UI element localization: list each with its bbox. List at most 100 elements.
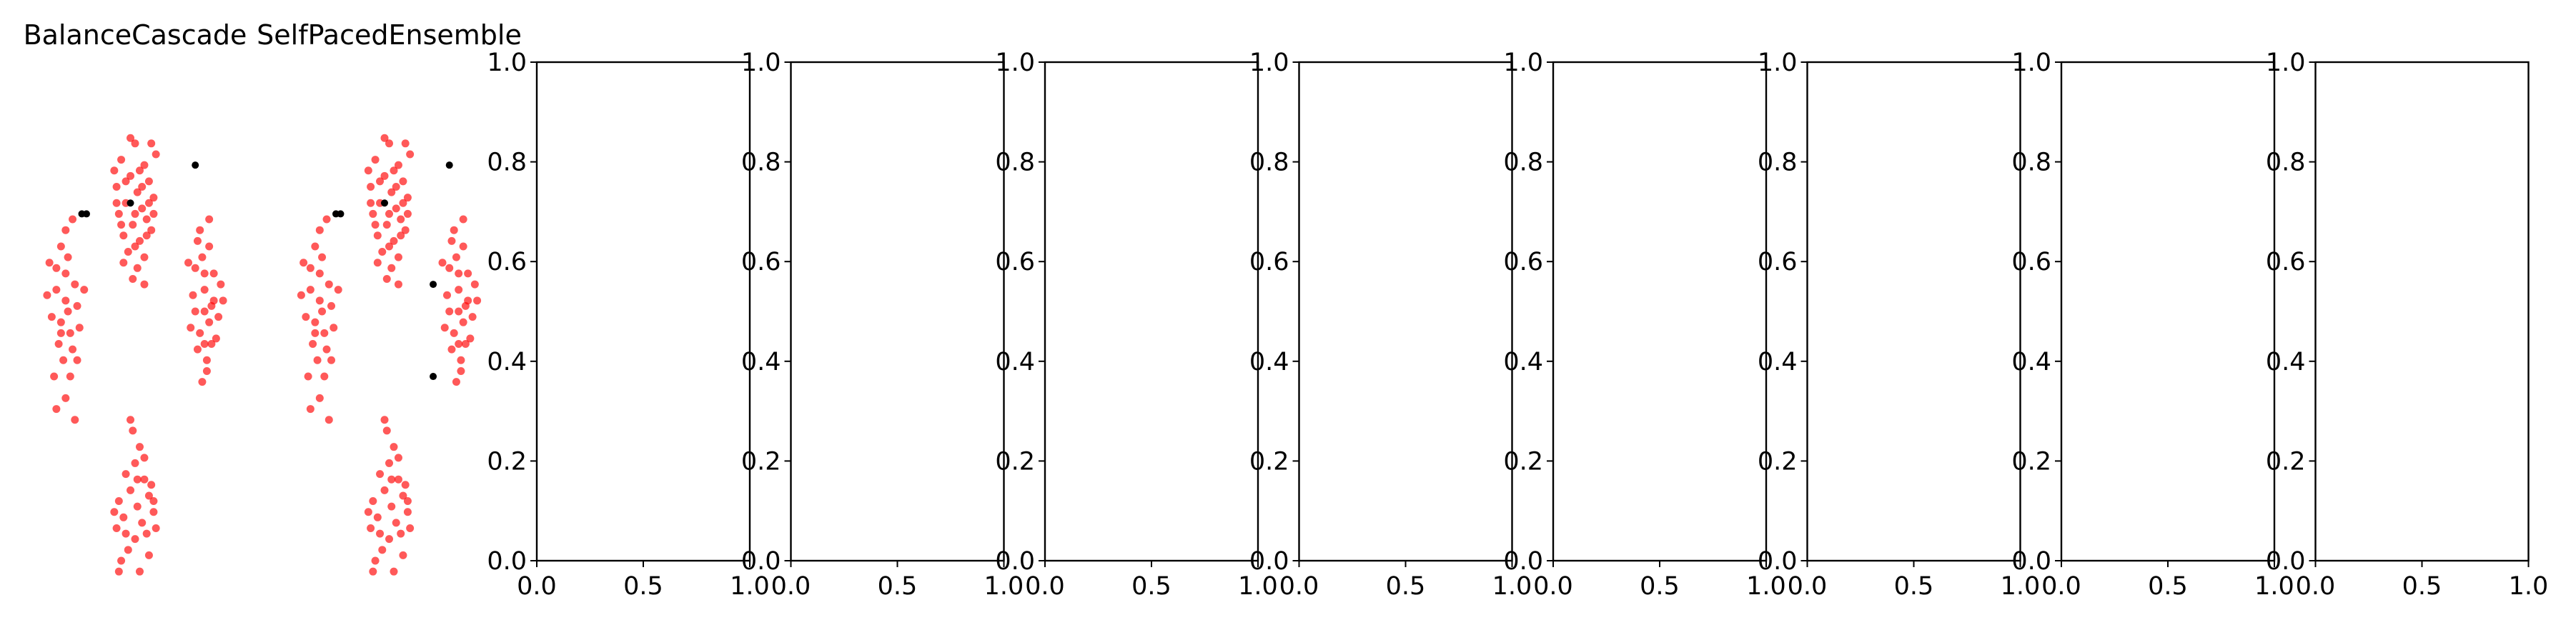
- data-point: [119, 231, 128, 240]
- y-tick-label: 0.4: [1503, 348, 1543, 376]
- x-tick-label: 0.5: [878, 572, 918, 601]
- data-point: [401, 481, 410, 489]
- series-1: [43, 134, 227, 576]
- data-point: [464, 269, 472, 278]
- data-point: [114, 567, 123, 576]
- data-point: [455, 307, 463, 316]
- data-point: [390, 166, 398, 175]
- y-tick-label: 0.4: [741, 348, 781, 376]
- y-tick-label: 0.6: [1503, 248, 1543, 276]
- y-tick-label: 0.6: [487, 248, 527, 276]
- data-point: [394, 454, 402, 462]
- data-point: [367, 199, 375, 207]
- data-point: [61, 226, 70, 234]
- y-tick-label: 0.8: [1249, 149, 1289, 177]
- data-point: [149, 497, 158, 506]
- data-point: [302, 313, 310, 321]
- data-point: [380, 171, 389, 180]
- data-point: [114, 209, 123, 218]
- y-tick-label: 1.0: [1503, 49, 1543, 77]
- data-point: [110, 508, 119, 516]
- y-tick-label: 0.0: [2266, 547, 2306, 576]
- data-point: [459, 215, 467, 224]
- data-point: [430, 373, 437, 381]
- data-point: [376, 177, 385, 186]
- y-tick-label: 0.0: [487, 547, 527, 576]
- data-point: [447, 345, 456, 354]
- y-tick-label: 0.4: [995, 348, 1035, 376]
- x-tick-label: 0.5: [1131, 572, 1171, 601]
- data-point: [131, 535, 139, 544]
- x-tick-label: 1.0: [2254, 572, 2294, 601]
- data-point: [387, 475, 396, 484]
- y-tick-label: 0.4: [1758, 348, 1798, 376]
- data-point: [403, 497, 412, 506]
- subplot-2: SelfPacedEnsemble: [257, 19, 522, 576]
- data-point: [382, 221, 391, 229]
- y-tick-label: 1.0: [487, 49, 527, 77]
- data-point: [394, 161, 402, 169]
- data-point: [406, 524, 415, 532]
- data-point: [127, 486, 135, 494]
- y-tick-label: 0.0: [995, 547, 1035, 576]
- data-point: [306, 264, 314, 272]
- data-point: [311, 329, 319, 337]
- subplot-5: 0.0 0.5 1.0 0.0 0.2 0.4 0.6 0.8 1.0: [995, 49, 1278, 601]
- data-point: [54, 340, 63, 349]
- y-tick-label: 1.0: [741, 49, 781, 77]
- x-tick-label: 0.0: [517, 572, 557, 601]
- data-point: [318, 253, 327, 261]
- data-point: [447, 236, 456, 245]
- y-tick-label: 0.4: [1249, 348, 1289, 376]
- data-point: [66, 372, 74, 381]
- data-point: [385, 535, 393, 544]
- data-point: [133, 475, 142, 484]
- data-point: [325, 280, 333, 289]
- y-tick-label: 0.2: [1503, 447, 1543, 476]
- data-point: [117, 221, 126, 229]
- data-point: [382, 426, 391, 435]
- data-point: [373, 231, 382, 240]
- data-point: [131, 209, 139, 218]
- data-point: [219, 296, 227, 305]
- data-point: [56, 242, 65, 251]
- data-point: [135, 567, 144, 576]
- y-tick-label: 0.4: [2266, 348, 2306, 376]
- data-point: [455, 340, 463, 349]
- data-point: [311, 318, 319, 326]
- y-tick-label: 0.4: [2011, 348, 2051, 376]
- x-tick-label: 0.5: [1894, 572, 1934, 601]
- data-point: [122, 470, 130, 479]
- data-point: [394, 253, 402, 261]
- data-point: [209, 269, 218, 278]
- y-tick-label: 0.2: [2011, 447, 2051, 476]
- data-point: [56, 329, 65, 337]
- data-point: [124, 546, 132, 554]
- data-point: [61, 296, 70, 305]
- data-point: [52, 264, 61, 272]
- data-point: [376, 529, 385, 538]
- data-point: [378, 248, 387, 256]
- y-tick-label: 1.0: [2011, 49, 2051, 77]
- data-point: [459, 318, 467, 326]
- data-point: [45, 259, 54, 267]
- data-point: [318, 307, 327, 316]
- data-point: [322, 215, 331, 224]
- data-point: [452, 378, 460, 386]
- data-point: [191, 264, 199, 272]
- data-point: [442, 291, 451, 299]
- data-point: [445, 161, 453, 169]
- y-tick-label: 0.2: [487, 447, 527, 476]
- y-tick-label: 1.0: [1249, 49, 1289, 77]
- data-point: [371, 156, 380, 164]
- y-tick-label: 0.6: [2266, 248, 2306, 276]
- y-tick-label: 0.8: [487, 149, 527, 177]
- x-tick-label: 0.0: [1025, 572, 1065, 601]
- x-tick-label: 1.0: [1746, 572, 1786, 601]
- data-point: [80, 286, 89, 294]
- y-tick-label: 0.8: [741, 149, 781, 177]
- data-point: [59, 356, 68, 364]
- data-point: [61, 394, 70, 402]
- data-point: [397, 529, 405, 538]
